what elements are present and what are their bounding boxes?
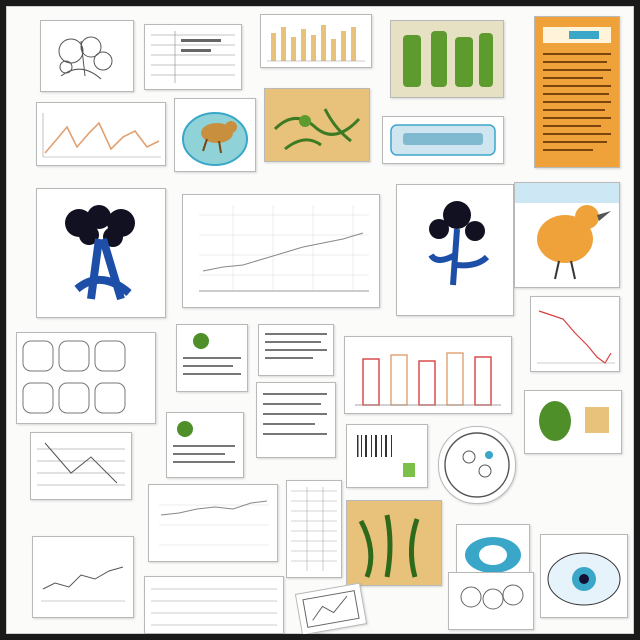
table-tile (144, 24, 242, 90)
plant-icon (391, 21, 503, 97)
table-tile-3 (256, 382, 336, 458)
line-chart-tile (36, 102, 166, 166)
tree-icon (428, 201, 490, 286)
table-icon (263, 393, 327, 435)
table-icon (291, 487, 337, 571)
bar-chart-tile (260, 14, 372, 68)
bird-icon (515, 183, 619, 280)
form-tile (176, 324, 248, 392)
sketch-tile-2 (448, 572, 534, 630)
table-icon (151, 588, 277, 626)
long-table-tile (144, 576, 284, 634)
animal-icon (182, 112, 248, 166)
line-chart-icon (41, 566, 125, 602)
plant-icon (265, 89, 369, 161)
chart-icon (357, 435, 415, 477)
plant-drawing-tile (264, 88, 370, 162)
card-icon (302, 590, 360, 628)
colored-bar-chart-tile (344, 336, 512, 414)
plant-icon (539, 401, 609, 441)
red-line-chart-tile (530, 296, 620, 372)
tree-illustration-tile (36, 188, 166, 318)
spreadsheet-tile (30, 432, 132, 500)
line-chart-tile-2 (32, 536, 134, 618)
bar-chart-icon (355, 352, 501, 406)
text-page-tile (534, 16, 620, 168)
bug-tile (524, 390, 622, 454)
line-art-icon (460, 584, 524, 610)
table-icon (151, 31, 235, 83)
eye-icon (465, 537, 521, 573)
eye-icon (547, 552, 621, 606)
bar-chart-icon (267, 25, 365, 62)
data-table-tile (286, 480, 342, 578)
line-chart-icon (537, 310, 615, 364)
line-chart-icon (159, 500, 269, 546)
collage-canvas (6, 6, 634, 634)
scatter-chart-icon (199, 205, 369, 292)
table-icon (37, 442, 125, 486)
device-icon (390, 124, 496, 156)
tree-illustration-tile-2 (396, 184, 514, 316)
sketch-symbols-tile (16, 332, 156, 424)
scatter-grid-tile (182, 194, 380, 308)
table-icon (265, 333, 327, 359)
circle-diagram-tile (438, 426, 516, 504)
document-icon (535, 17, 619, 167)
form-icon (173, 421, 235, 463)
eye-tile (540, 534, 628, 618)
line-art-icon (58, 36, 113, 80)
form-icon (183, 333, 241, 375)
line-art-icon (22, 340, 126, 414)
animal-tile (174, 98, 256, 172)
diagram-icon (444, 432, 510, 498)
form-tile-2 (166, 412, 244, 478)
line-chart-icon (42, 113, 161, 158)
plant-drawing-tile-2 (346, 500, 442, 586)
table-tile-2 (258, 324, 334, 376)
tree-icon (65, 205, 135, 301)
chart-grid-tile (148, 484, 278, 562)
tilted-card-tile (294, 582, 368, 634)
plant-icon (347, 501, 441, 585)
barcode-tile (346, 424, 428, 488)
sketch-tile (40, 20, 134, 92)
plant-photo-tile (390, 20, 504, 98)
device-tile (382, 116, 504, 164)
bird-tile (514, 182, 620, 288)
